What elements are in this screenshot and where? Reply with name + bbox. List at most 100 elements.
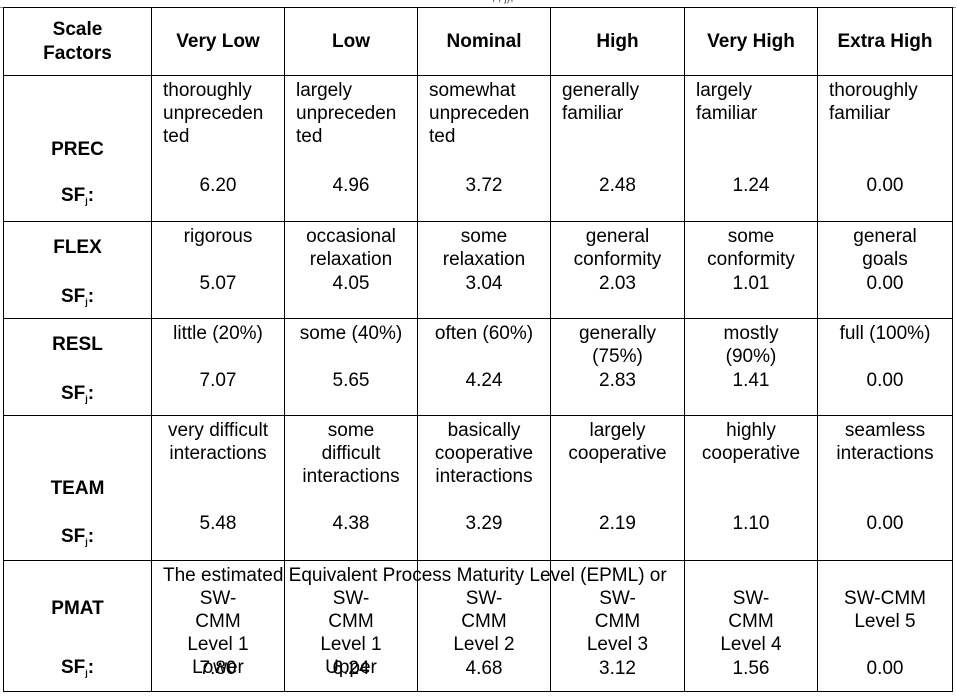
row-label-cell: PMAT SFj: — [3, 560, 152, 692]
rating-description: some difficult interactions — [302, 420, 400, 487]
sf-label: SFj: — [60, 383, 95, 404]
row-label-cell: FLEX SFj: — [3, 221, 152, 319]
rating-cell: SW-CMM Level 2 4.68 — [417, 560, 551, 692]
rating-description: seamless interactions — [836, 420, 934, 464]
rating-description: SW-CMM Level 3 — [586, 588, 649, 655]
rating-cell: often (60%) 4.24 — [417, 318, 551, 416]
rating-cell: basically cooperative interactions 3.29 — [417, 415, 551, 561]
rating-description: largely unpreceden ted — [296, 80, 397, 147]
rating-description: little (20%) — [173, 323, 263, 344]
rating-description: occasional relaxation — [306, 226, 396, 270]
rating-description: basically cooperative interactions — [434, 420, 534, 487]
sf-label: SFj: — [60, 526, 95, 547]
sf-value: 1.24 — [732, 175, 770, 196]
rating-cell: general conformity 2.03 — [550, 221, 685, 319]
scale-factor-name: TEAM — [50, 478, 105, 499]
rating-cell: SW-CMM Level 1 Upper 6.24 — [284, 560, 418, 692]
rating-description: some conformity — [707, 226, 795, 270]
rating-cell: generally (75%) 2.83 — [550, 318, 685, 416]
sf-value: 5.65 — [332, 370, 370, 391]
rating-description: SW-CMM Level 1 Upper — [320, 588, 382, 678]
scale-factor-name: RESL — [52, 334, 103, 355]
row-flex: FLEX SFj: rigorous 5.07 occasional relaxa… — [3, 221, 953, 319]
row-label-cell: PREC SFj: — [3, 75, 152, 222]
rating-description: thoroughly unpreceden ted — [163, 80, 264, 147]
sf-value: 4.68 — [465, 658, 503, 679]
sf-value: 1.01 — [732, 273, 770, 294]
sf-value: 2.03 — [599, 273, 636, 294]
rating-description: generally familiar — [562, 80, 640, 124]
rating-description: often (60%) — [434, 323, 534, 344]
header-row: Scale Factors Very Low Low Nominal High … — [3, 7, 953, 76]
sf-label: SFj: — [60, 657, 95, 678]
header-very-low: Very Low — [151, 7, 285, 76]
header-high: High — [550, 7, 685, 76]
rating-cell: highly cooperative 1.10 — [684, 415, 818, 561]
sf-value: 4.96 — [332, 175, 370, 196]
rating-cell: general goals 0.00 — [817, 221, 953, 319]
rating-description: SW-CMM Level 4 — [720, 588, 782, 655]
rating-description: full (100%) — [839, 323, 931, 344]
rating-description: rigorous — [183, 226, 253, 247]
sf-value: 7.07 — [199, 370, 237, 391]
header-very-high: Very High — [684, 7, 818, 76]
row-team: TEAM SFj: very difficult interactions 5.4… — [3, 415, 953, 561]
row-prec: PREC SFj: thoroughly unpreceden ted 6.20 … — [3, 75, 953, 222]
rating-cell: thoroughly familiar 0.00 — [817, 75, 953, 222]
rating-description: general goals — [853, 226, 917, 270]
sf-label: SFj: — [60, 286, 95, 307]
sf-value: 0.00 — [866, 658, 904, 679]
rating-cell: thoroughly unpreceden ted 6.20 — [151, 75, 285, 222]
header-scale-factors: Scale Factors — [3, 7, 152, 76]
rating-cell: largely familiar 1.24 — [684, 75, 818, 222]
rating-cell: seamless interactions 0.00 — [817, 415, 953, 561]
sf-value: 5.07 — [199, 273, 237, 294]
scale-factors-table: Scale Factors Very Low Low Nominal High … — [3, 7, 953, 692]
header-extra-high: Extra High — [817, 7, 953, 76]
sf-value: 1.10 — [732, 513, 770, 534]
rating-cell: SW-CMM Level 5 0.00 — [817, 560, 953, 692]
sf-value: 3.04 — [465, 273, 503, 294]
rating-cell: some relaxation 3.04 — [417, 221, 551, 319]
rating-description: somewhat unpreceden ted — [429, 80, 530, 147]
rating-cell: little (20%) 7.07 — [151, 318, 285, 416]
rating-description: generally (75%) — [578, 323, 657, 367]
rating-cell: mostly (90%) 1.41 — [684, 318, 818, 416]
sf-value: 7.80 — [199, 658, 237, 679]
sf-value: 0.00 — [866, 175, 904, 196]
sf-value: 2.19 — [599, 513, 636, 534]
rating-description: thoroughly familiar — [829, 80, 918, 124]
row-pmat: PMAT SFj: The estimated Equivalent Proce… — [3, 560, 953, 692]
rating-description: very difficult interactions — [168, 420, 268, 464]
rating-cell: occasional relaxation 4.05 — [284, 221, 418, 319]
sf-value: 6.20 — [199, 175, 237, 196]
sf-value: 4.38 — [332, 513, 370, 534]
rating-cell: some difficult interactions 4.38 — [284, 415, 418, 561]
sf-value: 3.29 — [465, 513, 503, 534]
sf-value: 4.24 — [465, 370, 503, 391]
rating-description: highly cooperative — [701, 420, 801, 464]
sf-value: 0.00 — [866, 370, 904, 391]
row-resl: RESL SFj: little (20%) 7.07 some (40%) 5.6… — [3, 318, 953, 416]
header-low: Low — [284, 7, 418, 76]
rating-cell: largely unpreceden ted 4.96 — [284, 75, 418, 222]
rating-cell: full (100%) 0.00 — [817, 318, 953, 416]
rating-cell: some (40%) 5.65 — [284, 318, 418, 416]
rating-description: largely cooperative — [568, 420, 667, 464]
rating-cell: SW-CMM Level 3 3.12 — [550, 560, 685, 692]
rating-description: mostly (90%) — [723, 323, 779, 367]
rating-description: SW-CMM Level 2 — [453, 588, 515, 655]
row-label-cell: RESL SFj: — [3, 318, 152, 416]
rating-cell: largely cooperative 2.19 — [550, 415, 685, 561]
rating-cell: some conformity 1.01 — [684, 221, 818, 319]
sf-value: 0.00 — [866, 273, 904, 294]
rating-description: general conformity — [573, 226, 662, 270]
scale-factor-name: PREC — [51, 139, 104, 160]
header-nominal: Nominal — [417, 7, 551, 76]
sf-value: 3.72 — [465, 175, 503, 196]
rating-cell: SW-CMM Level 4 1.56 — [684, 560, 818, 692]
rating-cell: very difficult interactions 5.48 — [151, 415, 285, 561]
rating-cell: The estimated Equivalent Process Maturit… — [151, 560, 667, 692]
rating-description: some relaxation — [442, 226, 526, 270]
sf-value: 1.56 — [732, 658, 770, 679]
